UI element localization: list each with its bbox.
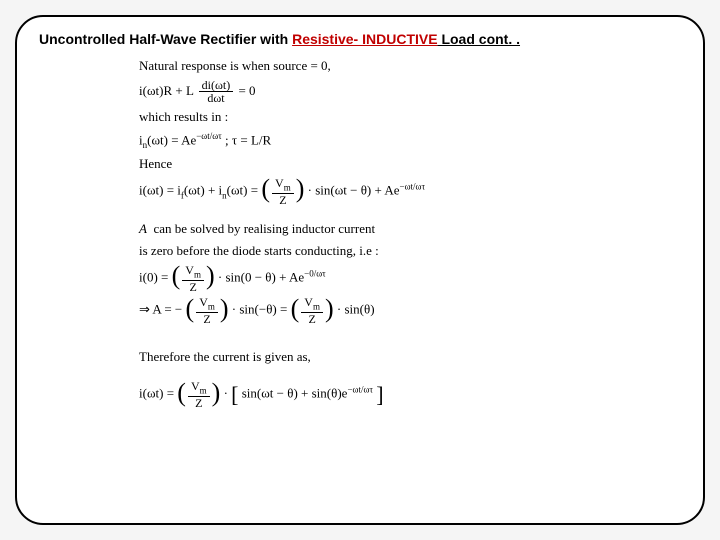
rbracket-icon: ] xyxy=(376,385,383,405)
fraction: VmZ xyxy=(182,264,204,293)
text-line-4a: A A can be solved by realising inductor … xyxy=(139,220,681,239)
equation-4: i(0) = (VmZ) · sin(0 − θ) + Ae−0/ωτ xyxy=(139,264,681,293)
fraction: VmZ xyxy=(188,380,210,409)
fraction: VmZ xyxy=(196,296,218,325)
equation-1: i(ωt)R + L di(ωt) dωt = 0 xyxy=(139,79,681,105)
equation-3: i(ωt) = if(ωt) + in(ωt) = (VmZ) · sin(ωt… xyxy=(139,177,681,206)
text-line-5: Therefore the current is given as, xyxy=(139,348,681,367)
lparen-icon: ( xyxy=(172,266,181,287)
rparen-icon: ) xyxy=(206,266,215,287)
lparen-icon: ( xyxy=(186,299,195,320)
title-prefix: Uncontrolled Half-Wave Rectifier with xyxy=(39,31,292,47)
equation-6: i(ωt) = (VmZ) · [ sin(ωt − θ) + sin(θ)e−… xyxy=(139,380,681,409)
slide-frame: Uncontrolled Half-Wave Rectifier with Re… xyxy=(15,15,705,525)
equation-5: ⇒ A = − (VmZ) · sin(−θ) = (VmZ) · sin(θ) xyxy=(139,296,681,325)
fraction: di(ωt) dωt xyxy=(199,79,234,105)
title-red: Resistive- INDUCTIVE xyxy=(292,31,437,47)
equation-2: in(ωt) = Ae−ωt/ωτ ; τ = L/R xyxy=(139,130,681,152)
lparen-icon: ( xyxy=(177,383,186,404)
slide-title: Uncontrolled Half-Wave Rectifier with Re… xyxy=(39,31,681,47)
text-line-1: Natural response is when source = 0, xyxy=(139,57,681,76)
content-area: Natural response is when source = 0, i(ω… xyxy=(39,57,681,410)
lbracket-icon: [ xyxy=(231,385,238,405)
rparen-icon: ) xyxy=(212,383,221,404)
rparen-icon: ) xyxy=(325,299,334,320)
text-line-2: which results in : xyxy=(139,108,681,127)
fraction: VmZ xyxy=(272,177,294,206)
title-suffix: Load cont. . xyxy=(438,31,520,47)
rparen-icon: ) xyxy=(296,179,305,200)
text-line-4b: is zero before the diode starts conducti… xyxy=(139,242,681,261)
rparen-icon: ) xyxy=(220,299,229,320)
text-line-3: Hence xyxy=(139,155,681,174)
fraction: VmZ xyxy=(301,296,323,325)
lparen-icon: ( xyxy=(261,179,270,200)
lparen-icon: ( xyxy=(291,299,300,320)
